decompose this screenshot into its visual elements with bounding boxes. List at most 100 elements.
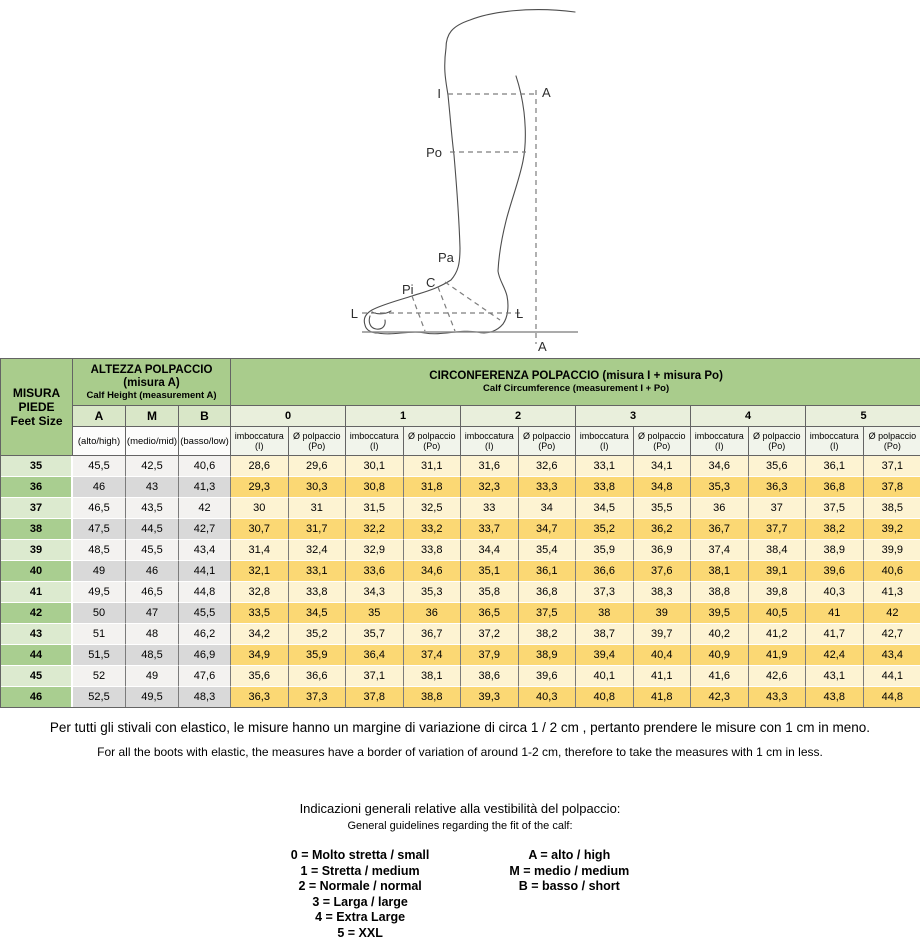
circumference-cell: 36,7 — [691, 519, 749, 540]
circumference-cell: 36,4 — [346, 645, 404, 666]
circumference-subcolumn-header: imboccatura (I) — [346, 427, 404, 456]
circumference-cell: 33,8 — [403, 540, 462, 561]
circumference-cell: 41,2 — [748, 624, 807, 645]
circumference-cell: 29,6 — [288, 456, 347, 477]
circumference-cell: 39,6 — [518, 666, 577, 687]
calf-height-cell: 44,1 — [179, 561, 232, 582]
circumference-cell: 41,6 — [691, 666, 749, 687]
circumference-cell: 30,8 — [346, 477, 404, 498]
calf-height-cell: 42,7 — [179, 519, 232, 540]
circumference-subcolumn-code: (Po) — [538, 441, 556, 451]
label-A-bottom: A — [538, 339, 547, 354]
calf-height-cell: 46,9 — [179, 645, 232, 666]
calf-height-cell: 49 — [126, 666, 179, 687]
size-chart-table: MISURA PIEDE Feet Size ALTEZZA POLPACCIO… — [0, 358, 920, 708]
line-instep-sole-2 — [411, 295, 426, 332]
circumference-cell: 37,9 — [461, 645, 519, 666]
circumference-cell: 36,6 — [576, 561, 634, 582]
fit-code-item: 0 = Molto stretta / small — [290, 848, 430, 862]
circumference-subcolumn-header: imboccatura (I) — [461, 427, 519, 456]
calf-height-code-label: (basso/low) — [179, 427, 232, 456]
note-english: For all the boots with elastic, the meas… — [97, 745, 823, 759]
circumference-cell: 31,1 — [403, 456, 462, 477]
feet-size-cell: 42 — [1, 603, 73, 624]
height-code-item: M = medio / medium — [509, 863, 630, 878]
circumference-cell: 34,3 — [346, 582, 404, 603]
calf-height-cell: 48,5 — [126, 645, 179, 666]
circumference-subcolumn-code: (I) — [715, 441, 724, 451]
size-row: 41 49,5 46,5 44,8 32,8 33,8 34,3 35,3 35,8 36,8 37… — [1, 582, 920, 603]
feet-size-cell: 36 — [1, 477, 73, 498]
circumference-cell: 39,8 — [748, 582, 807, 603]
feet-size-cell: 45 — [1, 666, 73, 687]
circumference-cell: 37,4 — [691, 540, 749, 561]
circumference-cell: 38,6 — [461, 666, 519, 687]
fit-code-item: 3 = Larga / large — [312, 894, 408, 909]
size-row: 40 49 46 44,1 32,1 33,1 33,6 34,6 35,1 36,1 36,6 37… — [1, 561, 920, 582]
circumference-cell: 33 — [461, 498, 519, 519]
label-L-right: L — [516, 306, 523, 321]
calf-height-code-header: M — [126, 406, 179, 427]
circumference-cell: 35,6 — [748, 456, 807, 477]
circumference-cell: 38,1 — [403, 666, 462, 687]
circumference-cell: 38,7 — [576, 624, 634, 645]
circumference-subcolumn-header: Ø polpaccio (Po) — [863, 427, 920, 456]
circumference-cell: 38,2 — [806, 519, 864, 540]
circumference-cell: 39 — [633, 603, 692, 624]
feet-size-cell: 37 — [1, 498, 73, 519]
circumference-cell: 36,7 — [403, 624, 462, 645]
circumference-cell: 31 — [288, 498, 347, 519]
circumference-cell: 35,4 — [518, 540, 577, 561]
fit-level-header: 4 — [691, 406, 807, 427]
circumference-cell: 37,3 — [576, 582, 634, 603]
circumference-cell: 37,6 — [633, 561, 692, 582]
circumference-cell: 36,3 — [231, 687, 289, 707]
legend-title-italian: Indicazioni generali relative alla vesti… — [299, 801, 621, 816]
circumference-cell: 39,4 — [576, 645, 634, 666]
leg-outline-drawing: I A Po Pa C Pi L L A — [351, 9, 578, 354]
circumference-cell: 38,8 — [403, 687, 462, 707]
circumference-cell: 36,1 — [518, 561, 577, 582]
feet-size-cell: 41 — [1, 582, 73, 603]
circumference-cell: 34,5 — [288, 603, 347, 624]
circumference-cell: 28,6 — [231, 456, 289, 477]
circumference-subcolumn-header: imboccatura (I) — [231, 427, 289, 456]
circumference-cell: 39,6 — [806, 561, 864, 582]
calf-height-cell: 45,5 — [179, 603, 232, 624]
note-italian: Per tutti gli stivali con elastico, le m… — [49, 720, 871, 735]
fit-code-item: 4 = Extra Large — [315, 910, 406, 924]
calf-height-cell: 49,5 — [126, 687, 179, 707]
circumference-cell: 33,7 — [461, 519, 519, 540]
size-row: 39 48,5 45,5 43,4 31,4 32,4 32,9 33,8 34,4 35,4 35… — [1, 540, 920, 561]
circumference-cell: 32,6 — [518, 456, 577, 477]
circumference-cell: 39,3 — [461, 687, 519, 707]
size-row: 46 52,5 49,5 48,3 36,3 37,3 37,8 38,8 39,3 40,3 40… — [1, 687, 920, 707]
calf-height-cell: 44,8 — [179, 582, 232, 603]
circumference-subcolumn-header: imboccatura (I) — [576, 427, 634, 456]
circumference-cell: 40,5 — [748, 603, 807, 624]
circumference-subcolumn-name: Ø polpaccio — [293, 431, 341, 441]
circumference-cell: 31,6 — [461, 456, 519, 477]
calf-height-cell: 46,5 — [73, 498, 126, 519]
calf-height-cell: 46,5 — [126, 582, 179, 603]
height-code-item: A = alto / high — [528, 848, 611, 862]
calf-height-cell: 43,5 — [126, 498, 179, 519]
circumference-cell: 37,8 — [863, 477, 920, 498]
feet-size-cell: 44 — [1, 645, 73, 666]
circumference-cell: 33,3 — [518, 477, 577, 498]
circumference-cell: 39,1 — [748, 561, 807, 582]
fit-code-item: 5 = XXL — [337, 925, 383, 940]
label-I: I — [437, 86, 441, 101]
circumference-cell: 33,6 — [346, 561, 404, 582]
size-row: 36 46 43 41,3 29,3 30,3 30,8 31,8 32,3 33,3 33,8 34… — [1, 477, 920, 498]
fit-code-item: 1 = Stretta / medium — [300, 863, 420, 878]
circumference-cell: 32,5 — [403, 498, 462, 519]
line-instep-heel — [444, 281, 501, 321]
circumference-cell: 36,1 — [806, 456, 864, 477]
fit-code-item: 2 = Normale / normal — [298, 879, 422, 893]
circumference-cell: 32,3 — [461, 477, 519, 498]
circumference-cell: 39,5 — [691, 603, 749, 624]
label-header-row: (alto/high) (medio/mid) (basso/low) imbocca… — [1, 427, 920, 456]
size-row: 44 51,5 48,5 46,9 34,9 35,9 36,4 37,4 37,9 38,9 39… — [1, 645, 920, 666]
circumference-subcolumn-code: (I) — [370, 441, 379, 451]
